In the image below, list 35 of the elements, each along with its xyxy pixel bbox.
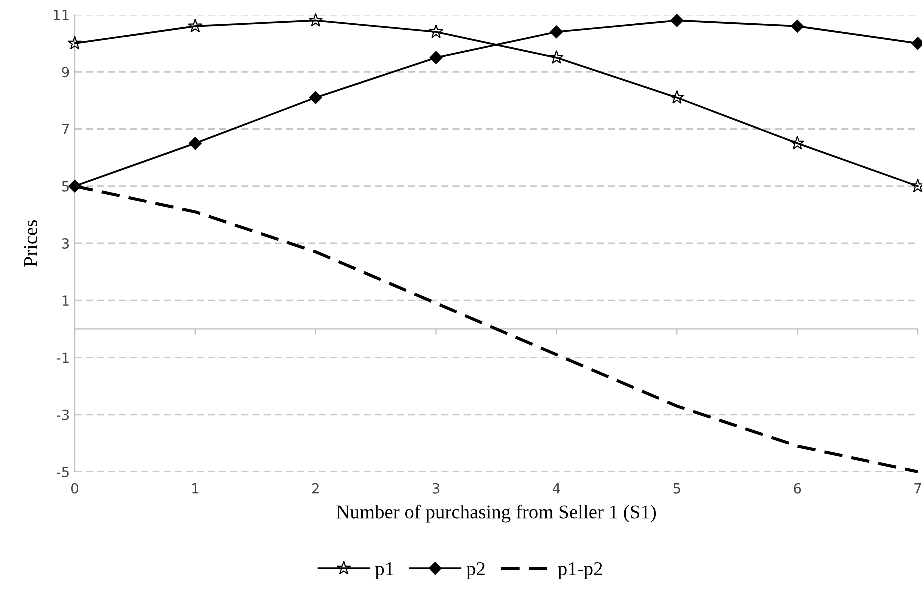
- x-tick-label: 7: [914, 484, 922, 494]
- point: [308, 13, 324, 27]
- point: [670, 14, 684, 28]
- y-tick-label: -5: [56, 467, 69, 478]
- point: [429, 24, 444, 38]
- x-tick-label: 3: [432, 483, 440, 494]
- y-tick-label: -1: [56, 352, 69, 364]
- point: [670, 90, 684, 104]
- x-tick-label: 5: [674, 484, 680, 494]
- x-tick-label: 4: [552, 484, 560, 494]
- y-tick-label: 7: [62, 124, 69, 135]
- legend-label: p2: [466, 562, 485, 580]
- y-axis-title: Prices: [24, 220, 38, 267]
- y-tick-label: 5: [62, 182, 69, 192]
- y-tick-label: 1: [62, 296, 69, 306]
- legend-label: p1-p2: [558, 562, 602, 580]
- y-tick-label: 11: [54, 10, 69, 20]
- y-tick-label: 9: [62, 67, 70, 78]
- point: [68, 36, 82, 50]
- x-tick-label: 6: [794, 483, 802, 494]
- y-tick-label: 3: [62, 238, 70, 249]
- point: [550, 50, 564, 64]
- legend-label: p1: [375, 562, 394, 580]
- x-tick-label: 0: [71, 483, 78, 494]
- x-tick-label: 1: [192, 484, 199, 494]
- point: [790, 136, 805, 150]
- point: [550, 26, 564, 39]
- point: [188, 18, 203, 33]
- point: [188, 137, 202, 150]
- x-axis-title: Number of purchasing from Seller 1 (S1): [336, 504, 656, 523]
- y-tick-label: -3: [56, 410, 70, 420]
- point: [791, 20, 804, 33]
- x-tick-label: 2: [312, 483, 319, 494]
- point: [430, 51, 443, 64]
- point: [309, 91, 322, 104]
